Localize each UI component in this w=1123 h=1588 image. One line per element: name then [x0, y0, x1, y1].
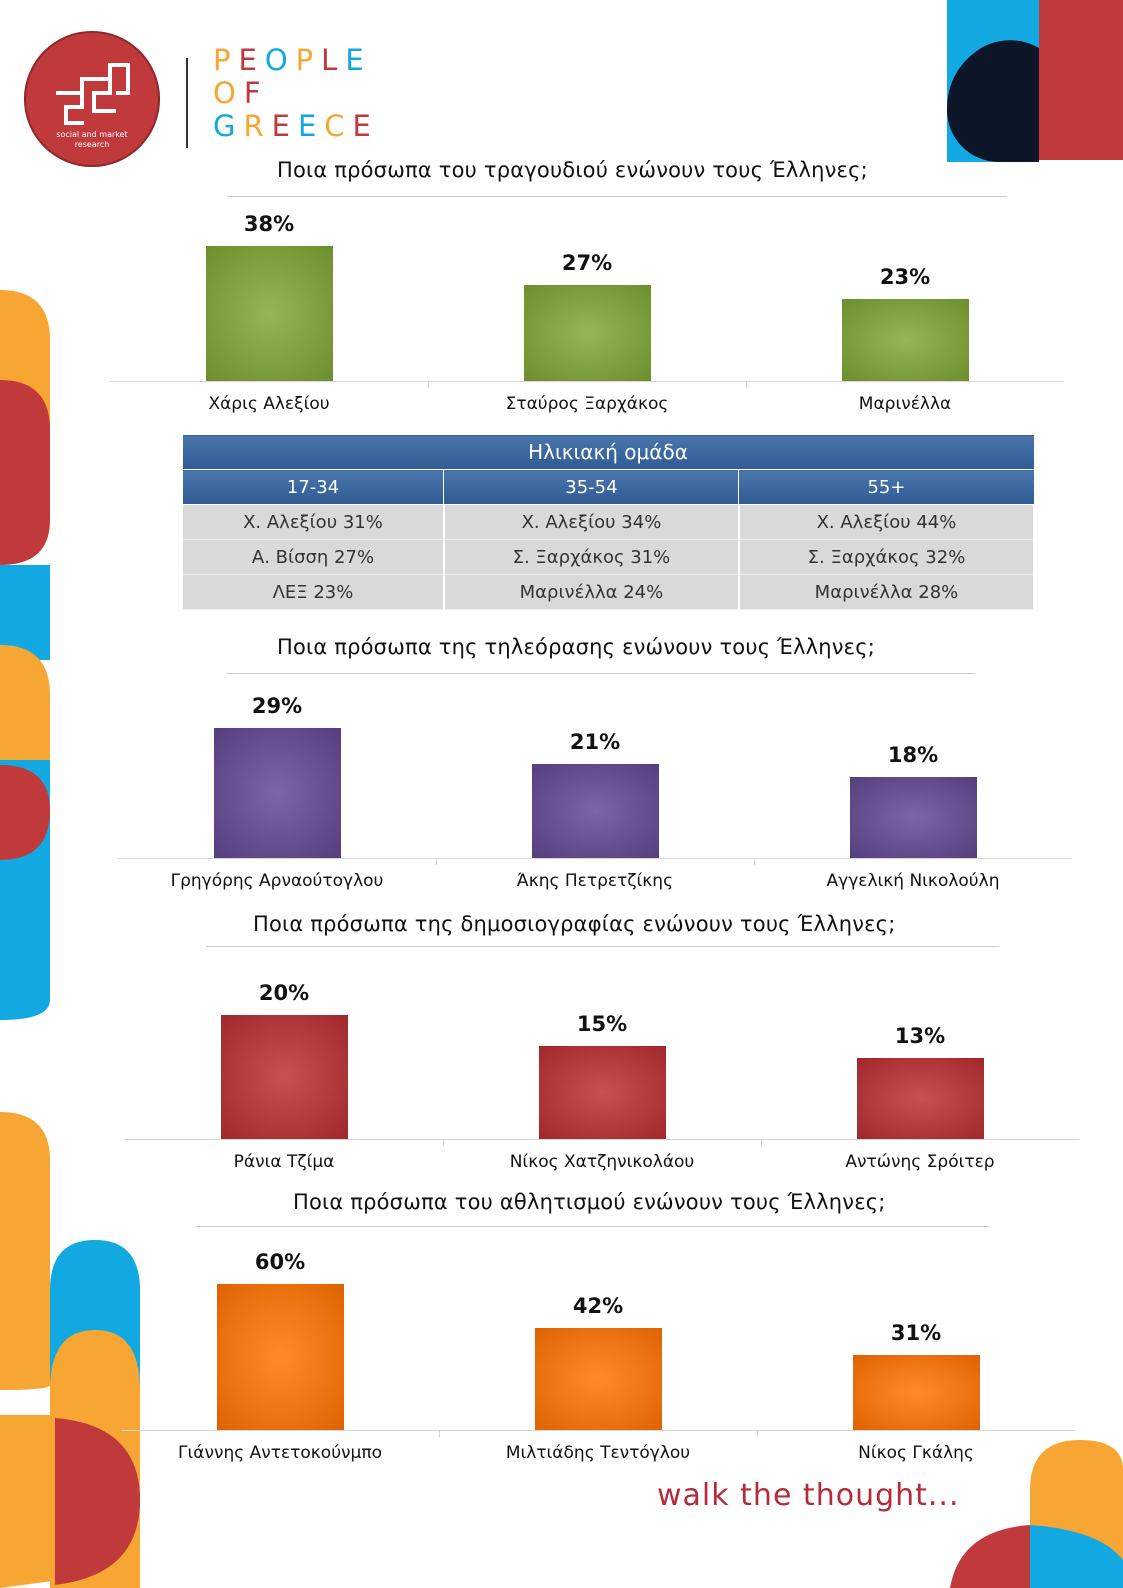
category-label: Αγγελική Νικολούλη: [826, 871, 1000, 891]
category-label: Νίκος Γκάλης: [858, 1443, 974, 1463]
x-axis-tick: [754, 858, 755, 865]
x-axis-tick: [757, 1430, 758, 1437]
title-rule: [196, 1226, 989, 1227]
deco-red-left-1: [0, 380, 50, 565]
x-axis-tick: [443, 1139, 444, 1146]
bar-value-label: 60%: [254, 1250, 306, 1274]
title-rule: [227, 196, 1007, 197]
bar: [842, 299, 969, 381]
deco-navy-shape: [947, 40, 1039, 162]
table-cell: Χ. Αλεξίου 31%: [181, 504, 445, 540]
title-rule: [206, 946, 999, 947]
bar: [535, 1328, 662, 1430]
bar: [214, 728, 341, 858]
logo: [24, 31, 160, 167]
deco-red-half: [1039, 0, 1088, 160]
section-title-journalism: Ποια πρόσωπα της δημοσιογραφίας ενώνουν …: [253, 912, 896, 936]
deco-red-left-2: [0, 765, 50, 860]
table-row: Α. Βίσση 27% Σ. Ξαρχάκος 31% Σ. Ξαρχάκος…: [181, 539, 1036, 575]
bar-value-label: 13%: [894, 1024, 946, 1048]
age-col-17-34: 17-34: [181, 469, 445, 505]
bar: [217, 1284, 344, 1430]
bar: [524, 285, 651, 381]
age-table-header: Ηλικιακή ομάδα: [181, 434, 1035, 470]
x-axis-line: [118, 858, 1072, 859]
category-label: Μιλτιάδης Τεντόγλου: [505, 1443, 691, 1463]
tagline: walk the thought...: [657, 1478, 960, 1513]
deco-blue-bottom-right: [1030, 1525, 1123, 1588]
bar: [853, 1355, 980, 1430]
bar: [532, 764, 659, 858]
deco-blue-left-1: [0, 565, 50, 660]
category-label: Μαρινέλλα: [858, 394, 952, 414]
bar: [850, 777, 977, 858]
bar-value-label: 42%: [572, 1294, 624, 1318]
x-axis-line: [121, 1430, 1075, 1431]
deco-orange-left-2: [0, 645, 50, 760]
table-cell: Σ. Ξαρχάκος 31%: [442, 539, 740, 575]
category-label: Νίκος Χατζηνικολάου: [509, 1152, 695, 1172]
title-rule: [227, 673, 975, 674]
wordmark-line: PEOPLE: [213, 43, 372, 77]
x-axis-line: [125, 1139, 1079, 1140]
section-title-tv: Ποια πρόσωπα της τηλεόρασης ενώνουν τους…: [277, 635, 876, 659]
table-cell: Μαρινέλλα 24%: [442, 574, 740, 610]
bar-value-label: 20%: [258, 981, 310, 1005]
category-label: Αντώνης Σρόιτερ: [845, 1152, 995, 1172]
x-axis-tick: [746, 381, 747, 388]
deco-orange-bottom-left: [0, 1112, 50, 1390]
category-label: Σταύρος Ξαρχάκος: [505, 394, 669, 414]
section-title-music: Ποια πρόσωπα του τραγουδιού ενώνουν τους…: [277, 158, 868, 182]
table-cell: Χ. Αλεξίου 34%: [442, 504, 740, 540]
category-label: Γρηγόρης Αρναούτογλου: [170, 871, 384, 891]
bar-value-label: 21%: [569, 730, 621, 754]
table-row: Χ. Αλεξίου 31% Χ. Αλεξίου 34% Χ. Αλεξίου…: [181, 504, 1036, 540]
wordmark-line: GREECE: [213, 109, 379, 143]
bar-value-label: 18%: [887, 743, 939, 767]
bar-value-label: 15%: [576, 1012, 628, 1036]
table-cell: Χ. Αλεξίου 44%: [737, 504, 1036, 540]
bar-value-label: 31%: [890, 1321, 942, 1345]
age-col-35-54: 35-54: [443, 469, 740, 505]
bar-value-label: 38%: [243, 212, 295, 236]
table-cell: Σ. Ξαρχάκος 32%: [737, 539, 1036, 575]
x-axis-tick: [761, 1139, 762, 1146]
category-label: Γιάννης Αντετοκούνμπο: [178, 1443, 382, 1463]
table-row: ΛΕΞ 23% Μαρινέλλα 24% Μαρινέλλα 28%: [181, 574, 1036, 610]
category-label: Χάρις Αλεξίου: [208, 394, 330, 414]
category-label: Ράνια Τζίμα: [233, 1152, 335, 1172]
x-axis-tick: [436, 858, 437, 865]
section-title-sports: Ποια πρόσωπα του αθλητισμού ενώνουν τους…: [293, 1190, 886, 1214]
bar: [539, 1046, 666, 1139]
wordmark-line: OF: [213, 76, 269, 110]
category-label: Άκης Πετρετζίκης: [516, 871, 674, 891]
x-axis-tick: [439, 1430, 440, 1437]
table-cell: Α. Βίσση 27%: [181, 539, 445, 575]
age-group-table: Ηλικιακή ομάδα 17-34 35-54 55+ Χ. Αλεξίο…: [181, 434, 1036, 610]
bar-value-label: 27%: [561, 251, 613, 275]
logo-subtitle: social and market research: [56, 130, 128, 149]
bar: [206, 246, 333, 381]
bar: [221, 1015, 348, 1139]
x-axis-tick: [428, 381, 429, 388]
people-of-greece-wordmark: PEOPLE OF GREECE: [213, 44, 379, 143]
ged-logo-mark-icon: [56, 63, 130, 125]
table-cell: ΛΕΞ 23%: [181, 574, 445, 610]
logo-divider: [186, 58, 188, 148]
deco-red-bottom-left: [55, 1418, 140, 1585]
bar: [857, 1058, 984, 1139]
table-cell: Μαρινέλλα 28%: [737, 574, 1036, 610]
bar-value-label: 23%: [879, 265, 931, 289]
bar-value-label: 29%: [251, 694, 303, 718]
x-axis-line: [110, 381, 1064, 382]
age-col-55-plus: 55+: [738, 469, 1035, 505]
deco-red-bottom-right: [950, 1525, 1030, 1588]
